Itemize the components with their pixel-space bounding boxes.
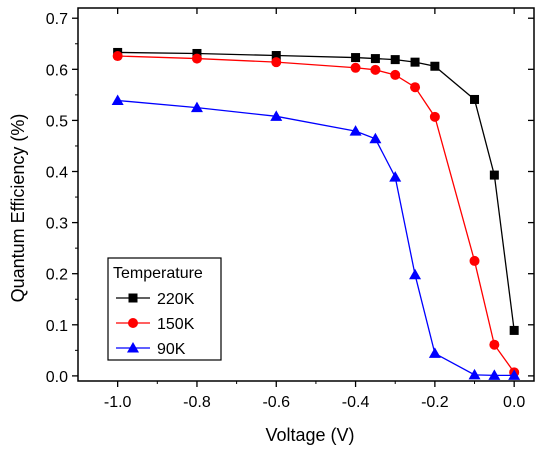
y-tick-label: 0.1 — [46, 318, 68, 335]
data-point-90k — [369, 132, 382, 144]
x-tick-label: 0.0 — [503, 394, 525, 411]
data-point-220k — [410, 57, 420, 67]
data-point-90k — [270, 110, 283, 121]
data-point-150k — [469, 255, 480, 266]
y-tick-label: 0.0 — [46, 369, 68, 386]
data-point-90k — [111, 94, 124, 105]
data-point-150k — [191, 53, 202, 64]
series-90k — [111, 94, 521, 380]
x-tick-label: -0.2 — [421, 394, 449, 411]
x-tick-label: -0.6 — [262, 394, 290, 411]
legend-label-150k: 150K — [157, 316, 195, 333]
plot-frame — [77, 7, 535, 382]
data-point-90k — [428, 347, 441, 358]
series-220k — [113, 47, 519, 335]
legend-marker-220k — [128, 293, 138, 303]
legend: Temperature 220K 150K 90K — [107, 257, 222, 361]
y-tick-label: 0.5 — [46, 113, 68, 130]
legend-label-220k: 220K — [157, 291, 195, 308]
legend-marker-150k — [128, 318, 138, 328]
data-point-150k — [390, 69, 401, 80]
data-point-220k — [351, 53, 361, 63]
data-point-220k — [489, 170, 499, 180]
data-point-220k — [430, 61, 440, 71]
y-tick-label: 0.3 — [46, 216, 68, 233]
y-tick-label: 0.2 — [46, 267, 68, 284]
data-point-220k — [470, 94, 480, 104]
data-point-90k — [508, 369, 521, 380]
data-point-150k — [489, 339, 500, 350]
data-point-220k — [271, 51, 281, 61]
data-point-220k — [370, 54, 380, 64]
data-point-220k — [509, 325, 519, 335]
data-point-150k — [112, 51, 123, 62]
x-tick-label: -1.0 — [104, 394, 132, 411]
data-point-90k — [468, 368, 481, 380]
data-point-90k — [349, 125, 362, 136]
legend-label-90k: 90K — [157, 341, 186, 358]
x-tick-label: -0.8 — [183, 394, 211, 411]
data-point-150k — [370, 64, 381, 75]
x-axis-title: Voltage (V) — [265, 425, 354, 445]
legend-marker-90k — [127, 342, 139, 353]
y-tick-label: 0.4 — [46, 165, 68, 182]
legend-box — [107, 257, 222, 361]
data-point-150k — [429, 111, 440, 122]
y-tick-label: 0.6 — [46, 62, 68, 79]
data-point-150k — [350, 62, 361, 73]
legend-title: Temperature — [113, 265, 203, 282]
data-point-90k — [389, 171, 402, 182]
series-150k — [112, 51, 520, 378]
x-tick-label: -0.4 — [342, 394, 370, 411]
data-point-150k — [271, 57, 282, 68]
data-point-90k — [190, 101, 203, 113]
data-point-220k — [390, 55, 400, 65]
y-axis-title: Quantum Efficiency (%) — [8, 114, 28, 303]
data-point-150k — [410, 82, 421, 93]
data-point-90k — [488, 369, 501, 380]
data-point-220k — [192, 48, 202, 58]
data-point-90k — [409, 268, 422, 280]
y-tick-label: 0.7 — [46, 11, 68, 28]
